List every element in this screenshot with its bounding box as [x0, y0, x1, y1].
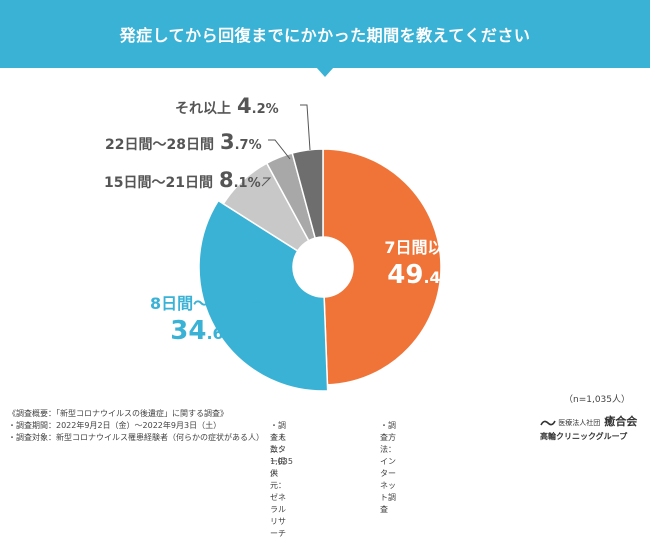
- overview-heading: 《調査概要：「新型コロナウイルスの後遺症」に関する調査》: [8, 409, 228, 418]
- leader-22-28-days: [268, 139, 291, 160]
- logo-mark-icon: [540, 420, 556, 426]
- chart-title: 発症してから回復までにかかった期間を教えてください: [119, 26, 531, 45]
- leader-15-21-days: [261, 177, 272, 187]
- survey-subject: ・調査対象：新型コロナウイルス罹患経験者（何らかの症状がある人）: [8, 433, 264, 442]
- slice-label-15-21-days: 15日間～21日間 8.1%: [104, 168, 261, 192]
- slice-label-8-14-days: 8日間～14日間 34.6%: [150, 294, 264, 346]
- survey-period: ・調査期間：2022年9月2日（金）～2022年9月3日（土）: [8, 421, 222, 430]
- donut-chart: [198, 104, 442, 392]
- title-banner: [0, 0, 650, 68]
- logo-group-name: 高輪クリニックグループ: [540, 432, 628, 441]
- leader-over-28-days: [300, 104, 311, 151]
- slice-label-within-7-days: 7日間以内 49.4%: [384, 238, 460, 290]
- survey-method: ・調査方法：インターネット調査: [380, 421, 396, 514]
- sample-size: （n=1,035人）: [563, 395, 630, 405]
- survey-provider: ・モニター提供元：ゼネラルリサーチ: [270, 433, 286, 538]
- overview-row-1: ・調査期間：2022年9月2日（金）～2022年9月3日（土） ・調査人数：1,…: [8, 420, 396, 514]
- logo-org-name: 癒合会: [604, 415, 638, 428]
- slice-label-over-28-days: それ以上 4.2%: [175, 94, 279, 118]
- donut-hole: [293, 237, 353, 297]
- survey-overview: 《調査概要：「新型コロナウイルスの後遺症」に関する調査》 ・調査期間：2022年…: [8, 408, 396, 538]
- overview-row-2: ・調査対象：新型コロナウイルス罹患経験者（何らかの症状がある人） ・モニター提供…: [8, 432, 286, 538]
- logo-org-type: 医療法人社団: [558, 419, 601, 427]
- banner-pointer: [316, 67, 334, 77]
- slice-label-22-28-days: 22日間～28日間 3.7%: [105, 130, 262, 154]
- clinic-logo: 医療法人社団 癒合会 高輪クリニックグループ: [540, 413, 650, 442]
